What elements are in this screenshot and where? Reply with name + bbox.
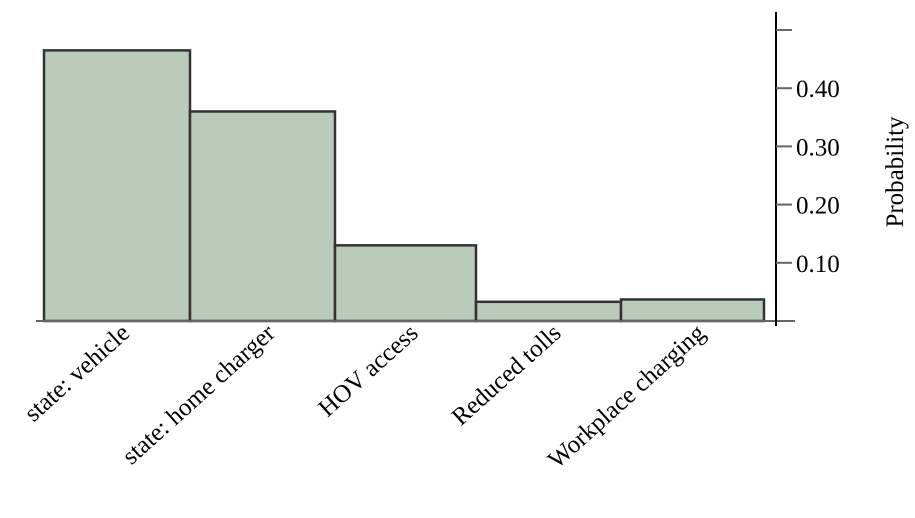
bar-3: [474, 300, 623, 323]
category-label-4: Workplace charging: [543, 319, 711, 474]
category-label-0: state: vehicle: [19, 319, 135, 427]
category-label-1: state: home charger: [117, 319, 281, 470]
y-axis-title: Probability: [882, 116, 909, 228]
category-label-3: Reduced tolls: [447, 319, 567, 431]
bar-4: [619, 298, 766, 323]
bars-group: [42, 49, 766, 323]
y-tick-label-1: 0.20: [796, 193, 840, 220]
y-tick-label-0: 0.10: [796, 251, 840, 278]
bar-1: [188, 110, 337, 323]
bar-0: [42, 49, 192, 323]
bar-2: [333, 244, 478, 323]
category-label-2: HOV access: [313, 319, 423, 422]
y-tick-label-3: 0.40: [796, 76, 840, 103]
y-tick-label-2: 0.30: [796, 134, 840, 161]
y-ticks-group: 0.10 0.20 0.30 0.40: [776, 29, 840, 278]
